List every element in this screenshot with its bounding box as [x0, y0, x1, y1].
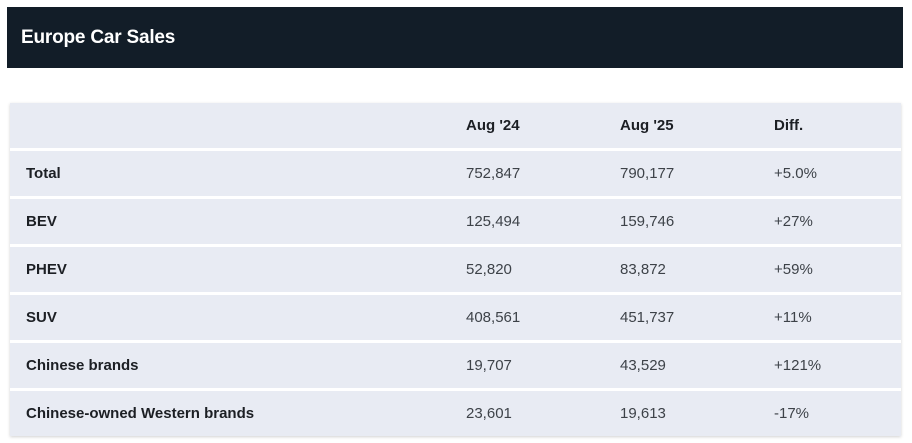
cell-aug24: 52,820 [466, 261, 512, 278]
row-label: BEV [26, 213, 57, 230]
page-header: Europe Car Sales [7, 7, 903, 68]
table-header-row: Aug '24 Aug '25 Diff. [10, 103, 901, 148]
column-header-aug25: Aug '25 [620, 117, 674, 134]
cell-diff: +59% [774, 261, 813, 278]
row-label: PHEV [26, 261, 67, 278]
cell-aug25: 790,177 [620, 165, 675, 182]
row-label: Chinese-owned Western brands [26, 405, 255, 422]
table-row: Chinese-owned Western brands 23,601 19,6… [10, 391, 901, 436]
cell-aug25: 43,529 [620, 357, 666, 374]
table-row: SUV 408,561 451,737 +11% [10, 295, 901, 340]
cell-aug24: 408,561 [466, 309, 521, 326]
cell-diff: +5.0% [774, 165, 817, 182]
row-label: Total [26, 165, 61, 182]
cell-aug25: 83,872 [620, 261, 666, 278]
cell-aug25: 451,737 [620, 309, 675, 326]
cell-diff: -17% [774, 405, 810, 422]
table-row: Total 752,847 790,177 +5.0% [10, 151, 901, 196]
column-header-aug24: Aug '24 [466, 117, 520, 134]
column-header-diff: Diff. [774, 117, 804, 134]
page-title: Europe Car Sales [21, 26, 176, 48]
cell-aug25: 159,746 [620, 213, 675, 230]
cell-diff: +27% [774, 213, 813, 230]
cell-diff: +11% [774, 309, 812, 326]
table-row: BEV 125,494 159,746 +27% [10, 199, 901, 244]
cell-aug24: 125,494 [466, 213, 521, 230]
cell-aug25: 19,613 [620, 405, 666, 422]
cell-diff: +121% [774, 357, 822, 374]
row-label: Chinese brands [26, 357, 139, 374]
table-row: Chinese brands 19,707 43,529 +121% [10, 343, 901, 388]
cell-aug24: 19,707 [466, 357, 512, 374]
table-row: PHEV 52,820 83,872 +59% [10, 247, 901, 292]
row-label: SUV [26, 309, 57, 326]
cell-aug24: 752,847 [466, 165, 521, 182]
cell-aug24: 23,601 [466, 405, 512, 422]
sales-table: Aug '24 Aug '25 Diff. Total 752,847 790,… [10, 103, 901, 436]
